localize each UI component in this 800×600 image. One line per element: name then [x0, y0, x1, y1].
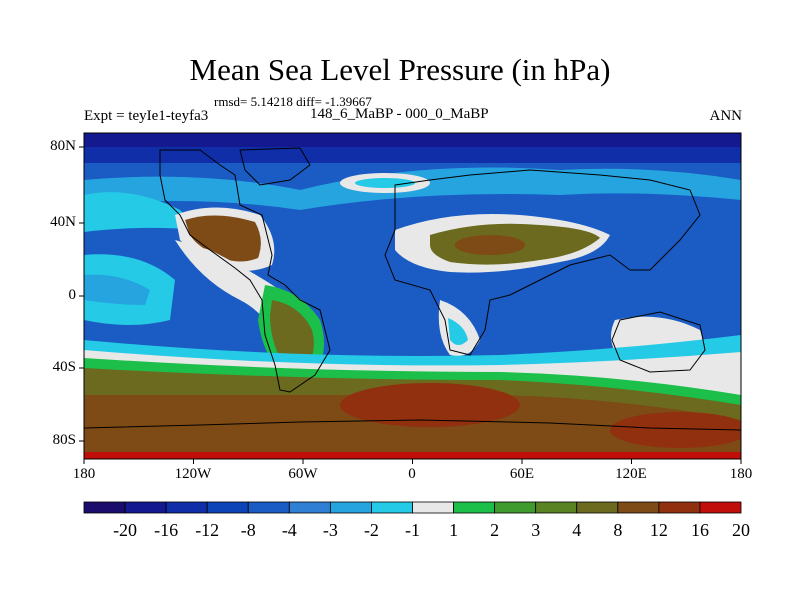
pressure-field — [84, 133, 741, 459]
colorbar-tick-label: 3 — [531, 520, 541, 540]
colorbar-tick-label: -1 — [405, 520, 420, 540]
period-label: 148_6_MaBP - 000_0_MaBP — [310, 106, 489, 122]
colorbar — [83, 501, 742, 514]
colorbar-tick-label: 20 — [732, 520, 750, 540]
lat-tick-label: 40N — [50, 214, 76, 230]
lat-tick-label: 40S — [52, 359, 76, 375]
colorbar-swatch — [453, 501, 496, 514]
colorbar-swatch — [206, 501, 249, 514]
colorbar-tick-label: 4 — [572, 520, 582, 540]
colorbar-swatch — [247, 501, 290, 514]
lon-tick-label: 60W — [288, 466, 318, 482]
colorbar-swatch — [83, 501, 126, 514]
experiment-label: Expt = teyIe1-teyfa3 — [84, 108, 209, 124]
colorbar-swatch — [617, 501, 660, 514]
colorbar-tick-label: 8 — [613, 520, 623, 540]
coastlines — [84, 147, 741, 431]
colorbar-swatch — [288, 501, 331, 514]
colorbar-swatch — [699, 501, 742, 514]
colorbar-tick-label: 1 — [449, 520, 459, 540]
colorbar-swatch — [576, 501, 619, 514]
colorbar-tick-label: -16 — [154, 520, 179, 540]
colorbar-swatch — [371, 501, 413, 514]
stats-text: rmsd= 5.14218 diff= -1.39667 — [214, 94, 372, 109]
colorbar-tick-label: 12 — [649, 520, 668, 540]
lon-tick-label: 0 — [408, 466, 416, 482]
colorbar-tick-label: -2 — [363, 520, 379, 540]
colorbar-swatch — [124, 501, 167, 514]
lon-tick-label: 180 — [729, 466, 753, 482]
season-label: ANN — [709, 108, 743, 124]
colorbar-tick-label: -8 — [240, 520, 256, 540]
colorbar-tick-label: 16 — [690, 520, 709, 540]
lon-tick-label: 120W — [174, 466, 212, 482]
lon-tick-label: 120E — [615, 466, 647, 482]
colorbar-tick-label: -20 — [113, 520, 138, 540]
colorbar-swatch — [535, 501, 578, 514]
lat-tick-label: 80S — [52, 432, 76, 448]
colorbar-tick-label: -12 — [195, 520, 220, 540]
lat-tick-label: 80N — [50, 138, 76, 154]
colorbar-swatch — [658, 501, 701, 514]
map-title: Mean Sea Level Pressure (in hPa) — [189, 52, 611, 87]
colorbar-swatch — [412, 501, 454, 514]
colorbar-tick-label: 2 — [490, 520, 500, 540]
colorbar-tick-label: -3 — [322, 520, 338, 540]
colorbar-swatch — [329, 501, 372, 514]
lat-tick-label: 0 — [68, 287, 77, 303]
colorbar-swatch — [165, 501, 208, 514]
lon-tick-label: 180 — [72, 466, 96, 482]
lon-tick-label: 60E — [509, 466, 535, 482]
colorbar-tick-label: -4 — [281, 520, 297, 540]
colorbar-swatch — [494, 501, 537, 514]
